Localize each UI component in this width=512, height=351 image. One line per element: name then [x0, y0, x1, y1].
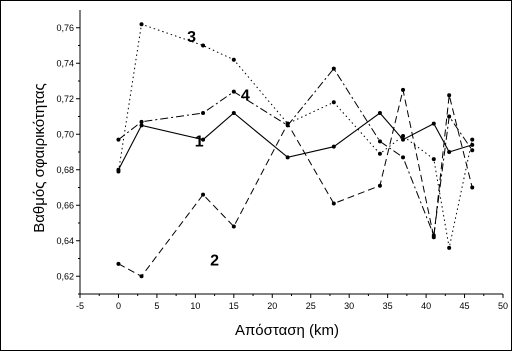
series-3-point: [401, 134, 406, 139]
series-3-point: [377, 151, 382, 156]
y-tick-label: 0,66: [56, 200, 74, 210]
x-tick-label: 15: [229, 301, 239, 311]
x-tick-label: 5: [154, 301, 159, 311]
series-3-point: [431, 157, 436, 162]
series-2-point: [447, 93, 452, 98]
series-2-point: [401, 87, 406, 92]
series-label-3: 3: [187, 29, 196, 46]
series-4-point: [431, 233, 436, 238]
x-tick-label: 45: [460, 301, 470, 311]
series-4-point: [401, 155, 406, 160]
series-1-point: [447, 150, 452, 154]
series-3-point: [447, 245, 452, 250]
y-tick-label: 0,62: [56, 271, 74, 281]
y-tick-label: 0,64: [56, 236, 74, 246]
series-4-point: [116, 137, 121, 142]
y-tick-label: 0,72: [56, 94, 74, 104]
x-tick-label: -5: [76, 301, 84, 311]
series-1-point: [431, 121, 436, 126]
series-3-point: [331, 100, 336, 105]
series-1-point: [401, 137, 406, 142]
plot-layer: -5 0 5 10 15 20 25 30 35 40 45 50 0,62 0,64 0,66 0,68 0,…: [56, 10, 508, 311]
x-tick-label: 0: [116, 301, 121, 311]
series-3-point: [201, 43, 206, 48]
series-2-point: [139, 274, 144, 279]
series-3-point: [231, 57, 236, 62]
y-tick-label: 0,68: [56, 165, 74, 175]
x-tick-label: 10: [190, 301, 200, 311]
series-4-point: [201, 110, 206, 115]
series-label-1: 1: [195, 134, 204, 151]
series-line-3: [118, 23, 473, 248]
x-tick-label: 40: [421, 301, 431, 311]
y-tick-label: 0,76: [56, 23, 74, 33]
series-1-point: [139, 123, 144, 128]
series-3-point: [470, 137, 475, 142]
y-axis-title: Βαθμός σφαιρικότητας: [31, 83, 48, 233]
series-1-point: [377, 110, 382, 115]
series-line-1: [118, 112, 473, 170]
series-2-point: [470, 185, 475, 190]
series-label-2: 2: [210, 253, 219, 270]
x-tick-label: 25: [306, 301, 316, 311]
series-label-4: 4: [241, 88, 250, 105]
series-2-point: [201, 192, 206, 197]
x-tick-label: 20: [267, 301, 277, 311]
series-1-point: [285, 155, 290, 160]
x-tick-label: 50: [498, 301, 508, 311]
series-1-point: [470, 142, 475, 147]
series-4-point: [377, 139, 382, 144]
series-2-point: [116, 261, 121, 266]
y-tick-label: 0,70: [56, 129, 74, 139]
series-3-point: [139, 22, 144, 27]
x-tick-label: 30: [344, 301, 354, 311]
x-axis-title: Απόσταση (km): [235, 322, 339, 339]
series-4-point: [139, 119, 144, 124]
series-2-point: [377, 183, 382, 188]
series-2-point: [231, 224, 236, 229]
series-4-point: [285, 123, 290, 128]
series-4-point: [331, 66, 336, 71]
series-1-point: [201, 137, 206, 142]
series-3-point: [116, 169, 121, 174]
series-4-point: [447, 114, 452, 119]
series-line-4: [118, 67, 473, 236]
x-tick-label: 35: [383, 301, 393, 311]
series-2-point: [331, 201, 336, 206]
series-1-point: [331, 144, 336, 149]
series-4-point: [470, 148, 475, 153]
y-tick-label: 0,74: [56, 58, 74, 68]
series-1-point: [231, 110, 236, 115]
series-4-point: [231, 89, 236, 94]
